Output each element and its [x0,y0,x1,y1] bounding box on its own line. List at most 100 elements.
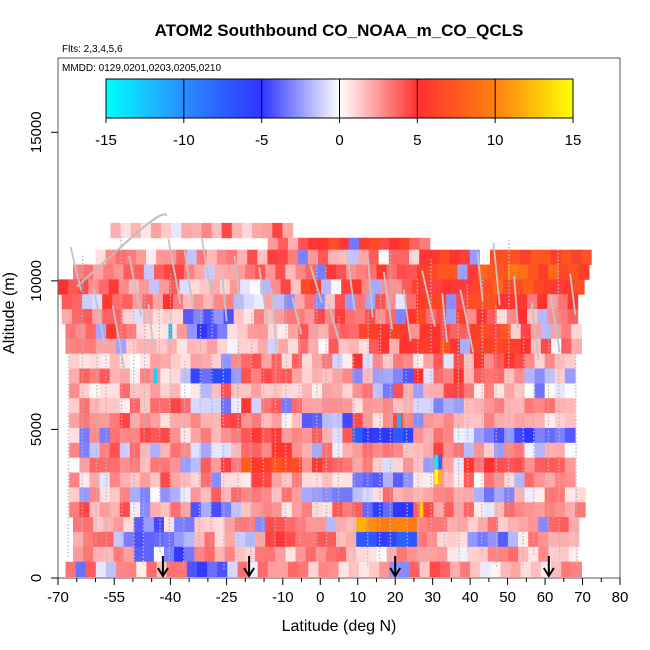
heatmap-cell [214,546,226,563]
heatmap-cell [476,309,488,325]
heatmap-cell [164,517,175,533]
heatmap-cell [113,531,125,548]
heatmap-cell [362,353,374,369]
heatmap-cell [554,353,566,369]
heatmap-cell [119,457,131,473]
heatmap-cell [372,442,384,459]
heatmap-cell [318,323,330,340]
heatmap-cell [237,338,249,355]
heatmap-cell [544,427,556,444]
heatmap-cell [174,517,185,533]
heatmap-cell [99,502,111,518]
heatmap-cell [200,383,212,399]
heatmap-cell [160,383,171,399]
x-axis-label: Latitude (deg N) [282,618,397,635]
heatmap-cell [332,368,343,384]
heatmap-cell [497,546,509,563]
heatmap-cell [382,383,394,399]
heatmap-cell [332,413,343,429]
heatmap-cell [300,279,312,295]
heatmap-cell [540,249,552,265]
heatmap-cell [241,368,252,384]
heatmap-cell [180,353,192,369]
heatmap-cell [129,442,141,459]
heatmap-hotspot [434,454,439,470]
heatmap-cell [99,427,111,444]
heatmap-cell [538,517,549,533]
heatmap-cell [486,294,498,310]
flight-segment [492,243,501,306]
heatmap-cell [69,502,80,518]
heatmap-cell [393,442,404,459]
heatmap-cell [336,546,347,563]
heatmap-cell [324,309,336,325]
heatmap-cell [534,502,546,518]
heatmap-cell [476,294,488,310]
heatmap-cell [318,249,329,265]
heatmap-cell [221,502,232,518]
heatmap-cell [423,427,434,444]
date-note: MMDD: 0129,0201,0203,0205,0210 [62,63,221,74]
heatmap-cell [180,442,192,459]
heatmap-cell [352,383,364,399]
heatmap-cell [348,323,360,340]
heatmap-cell [479,249,491,265]
heatmap-cell [453,457,465,473]
heatmap-cell [423,442,434,459]
heatmap-cell [170,413,182,429]
flight-profile-line [480,279,484,557]
heatmap-cell [338,323,350,340]
heatmap-cell [413,427,424,444]
heatmap-cell [123,531,135,548]
flight-segment [476,252,484,302]
heatmap-cell [494,383,505,399]
heatmap-cell [423,502,434,518]
heatmap-hotspot [153,368,158,384]
heatmap-cell [376,546,388,563]
heatmap-cell [561,338,572,355]
heatmap-cell [133,517,145,533]
heatmap-cell [301,442,313,459]
heatmap-cell [487,517,499,533]
flight-profile-line [495,305,498,567]
heatmap-cell [291,457,303,473]
heatmap-cell [79,442,91,459]
flight-profile-line [575,352,578,564]
heatmap-cell [484,427,495,444]
x-axis: -70 -55 -40 -25 -10 0 10 20 30 40 50 60 70 80 [47,578,628,606]
heatmap-cell [467,531,479,548]
heatmap-cell [419,249,430,265]
heatmap-cell [223,309,235,325]
x-tick-label: 50 [499,589,516,606]
heatmap-cell [544,368,556,384]
heatmap-cell [119,413,131,429]
heatmap-cell [449,561,461,577]
heatmap-cell [261,427,273,444]
heatmap-cell [544,472,556,488]
heatmap-cell [150,427,161,444]
heatmap-cell [79,457,91,473]
heatmap-cell [295,517,307,533]
heatmap-cell [564,413,576,429]
heatmap-cell [183,294,194,310]
heatmap-cell [180,413,192,429]
heatmap-cell [164,264,175,280]
heatmap-cell [443,472,455,488]
heatmap-cell [463,368,475,384]
heatmap-cell [463,442,475,459]
heatmap-cell [140,442,151,459]
flight-profile-line [416,278,420,568]
heatmap-cell [270,279,282,295]
heatmap-cell [396,531,408,548]
heatmap-cell [564,487,576,503]
heatmap-cell [419,338,431,355]
heatmap-cell [508,531,519,548]
heatmap-cell [210,487,222,503]
heatmap-cell [544,442,556,459]
heatmap-cell [382,368,394,384]
heatmap-cell [548,531,560,548]
heatmap-cell [484,398,495,414]
heatmap-cell [140,353,151,369]
heatmap-cell [348,338,360,355]
heatmap-cell [355,294,366,310]
